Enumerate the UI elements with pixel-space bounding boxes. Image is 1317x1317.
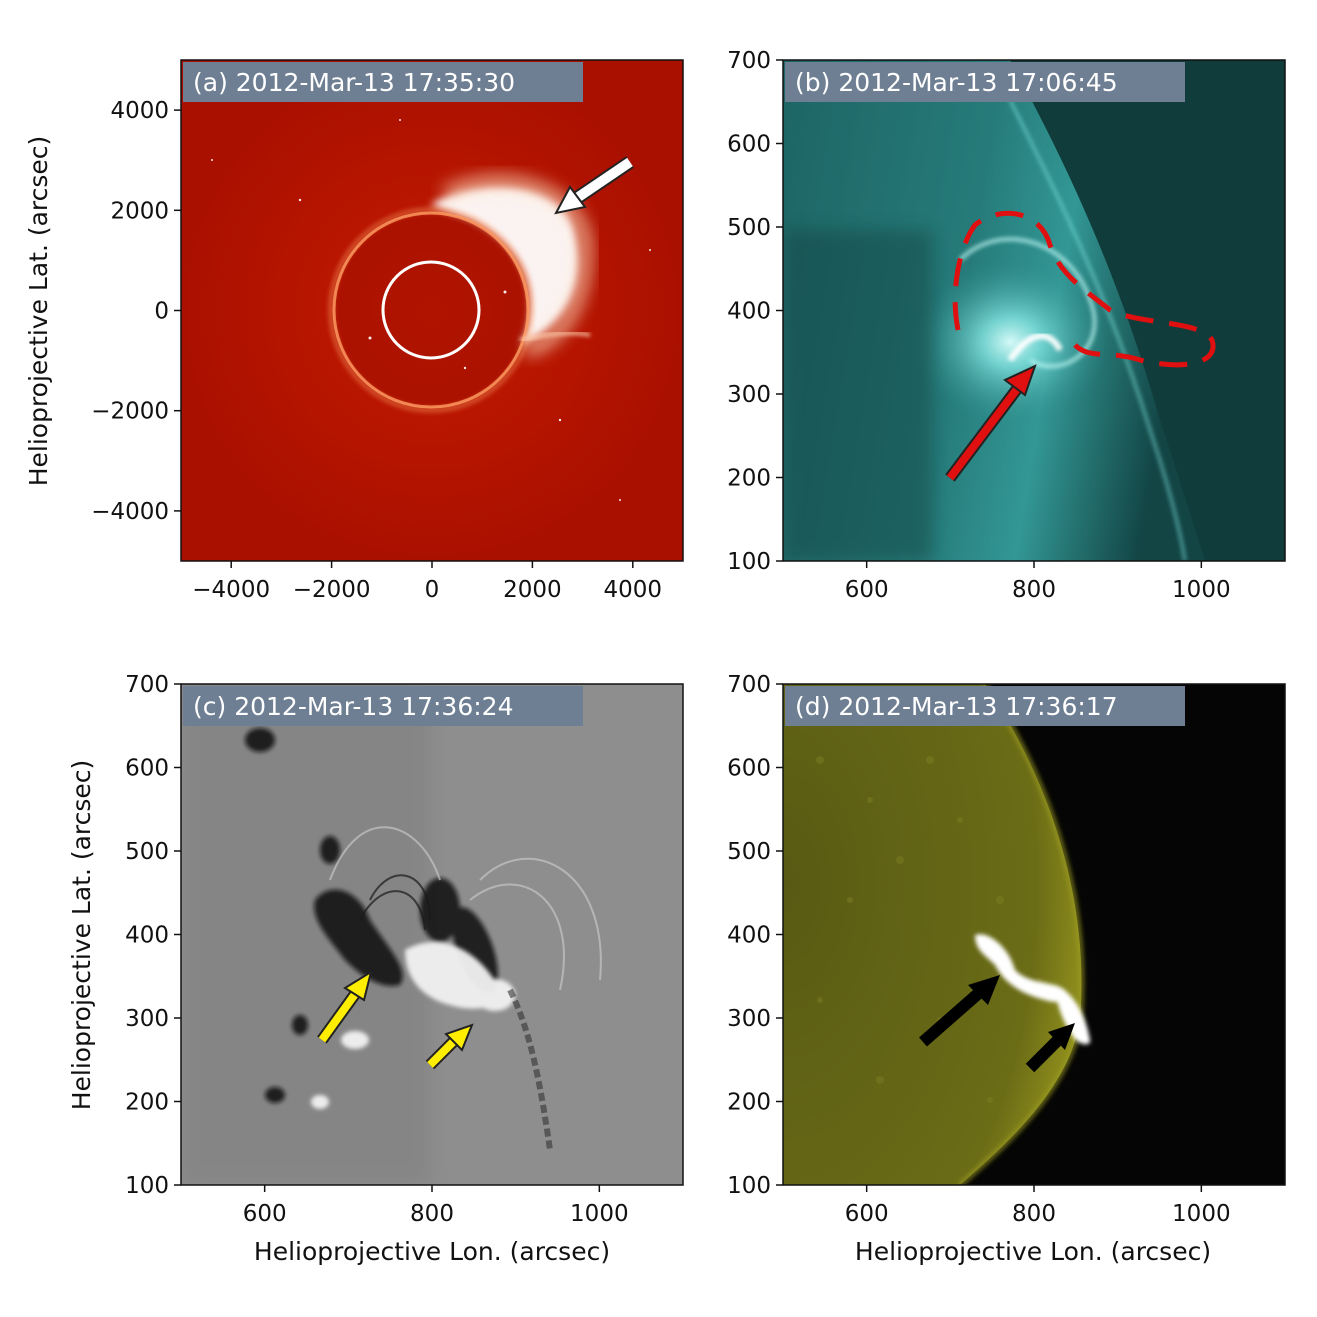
black-arrow-icon [919, 975, 1000, 1047]
y-tick-label: 2000 [110, 198, 169, 224]
x-tick-label: 4000 [604, 577, 663, 603]
y-tick-label: 700 [125, 672, 169, 698]
y-tick-label: 200 [727, 466, 771, 492]
y-tick-label: 100 [727, 549, 771, 575]
panel-c-xlabel: Helioprojective Lon. (arcsec) [254, 1237, 610, 1266]
y-tick-label: 600 [125, 756, 169, 782]
panel-a-y-axis: 4000 2000 0 −2000 −4000 [91, 98, 181, 525]
panel-d-title: (d) 2012-Mar-13 17:36:17 [795, 692, 1118, 721]
y-tick-label: 600 [727, 132, 771, 158]
x-tick-label: −2000 [293, 577, 371, 603]
x-tick-label: 0 [425, 577, 440, 603]
panel-d-title-box [785, 686, 1185, 726]
y-tick-label: 300 [125, 1006, 169, 1032]
x-tick-label: 600 [845, 577, 889, 603]
y-tick-label: 100 [727, 1173, 771, 1199]
panel-c-image [181, 684, 683, 1185]
panel-b-image [783, 60, 1285, 561]
panel-c-title: (c) 2012-Mar-13 17:36:24 [193, 692, 513, 721]
panel-c: (c) 2012-Mar-13 17:36:24 600 800 1000 700 6… [67, 672, 684, 1266]
x-tick-label: 600 [243, 1201, 287, 1227]
panel-a-title-box [183, 62, 583, 102]
panel-d-image [783, 684, 1285, 1185]
y-tick-label: −2000 [91, 399, 169, 425]
panel-c-title-box [183, 686, 583, 726]
panel-d-y-axis: 700 600 500 400 300 200 100 [727, 672, 783, 1199]
panel-a-ylabel: Helioprojective Lat. (arcsec) [24, 136, 53, 487]
y-tick-label: 4000 [110, 98, 169, 124]
panel-a-title: (a) 2012-Mar-13 17:35:30 [193, 68, 515, 97]
x-tick-label: 800 [1012, 577, 1056, 603]
x-tick-label: 600 [845, 1201, 889, 1227]
panel-d: (d) 2012-Mar-13 17:36:17 600 800 1000 700 6… [727, 672, 1286, 1266]
panel-a-image [181, 60, 683, 561]
y-tick-label: 500 [727, 215, 771, 241]
x-tick-label: 1000 [570, 1201, 629, 1227]
x-tick-label: 2000 [503, 577, 562, 603]
x-tick-label: 1000 [1172, 577, 1231, 603]
panel-c-ylabel: Helioprojective Lat. (arcsec) [67, 760, 96, 1111]
y-tick-label: 500 [125, 839, 169, 865]
y-tick-label: 200 [727, 1090, 771, 1116]
y-tick-label: 300 [727, 382, 771, 408]
x-tick-label: 1000 [1172, 1201, 1231, 1227]
y-tick-label: 100 [125, 1173, 169, 1199]
panel-b: (b) 2012-Mar-13 17:06:45 600 800 1000 700 6… [727, 48, 1286, 603]
white-arrow-icon [554, 156, 634, 215]
y-tick-label: 300 [727, 1006, 771, 1032]
y-tick-label: 500 [727, 839, 771, 865]
y-tick-label: −4000 [91, 499, 169, 525]
panel-a-x-axis: −4000 −2000 0 2000 4000 [192, 561, 662, 603]
y-tick-label: 700 [727, 48, 771, 74]
y-tick-label: 400 [727, 923, 771, 949]
x-tick-label: −4000 [192, 577, 270, 603]
panel-b-title: (b) 2012-Mar-13 17:06:45 [795, 68, 1118, 97]
x-tick-label: 800 [410, 1201, 454, 1227]
dashed-contour [952, 210, 1216, 368]
solar-limb-circle [381, 260, 481, 360]
panel-c-x-axis: 600 800 1000 [243, 1185, 629, 1227]
panel-b-y-axis: 700 600 500 400 300 200 100 [727, 48, 783, 575]
y-tick-label: 400 [727, 299, 771, 325]
x-tick-label: 800 [1012, 1201, 1056, 1227]
red-arrow-icon [945, 364, 1037, 482]
black-arrow-icon [1025, 1023, 1075, 1073]
yellow-arrow-icon [317, 969, 373, 1044]
y-tick-label: 0 [154, 299, 169, 325]
yellow-arrow-icon [425, 1023, 474, 1070]
panel-b-title-box [785, 62, 1185, 102]
panel-a: (a) 2012-Mar-13 17:35:30 −4000 −2000 0 2000… [24, 59, 684, 603]
panel-d-xlabel: Helioprojective Lon. (arcsec) [855, 1237, 1211, 1266]
y-tick-label: 200 [125, 1090, 169, 1116]
panel-c-y-axis: 700 600 500 400 300 200 100 [125, 672, 181, 1199]
y-tick-label: 600 [727, 756, 771, 782]
panel-b-x-axis: 600 800 1000 [845, 561, 1231, 603]
panel-d-x-axis: 600 800 1000 [845, 1185, 1231, 1227]
y-tick-label: 400 [125, 923, 169, 949]
y-tick-label: 700 [727, 672, 771, 698]
